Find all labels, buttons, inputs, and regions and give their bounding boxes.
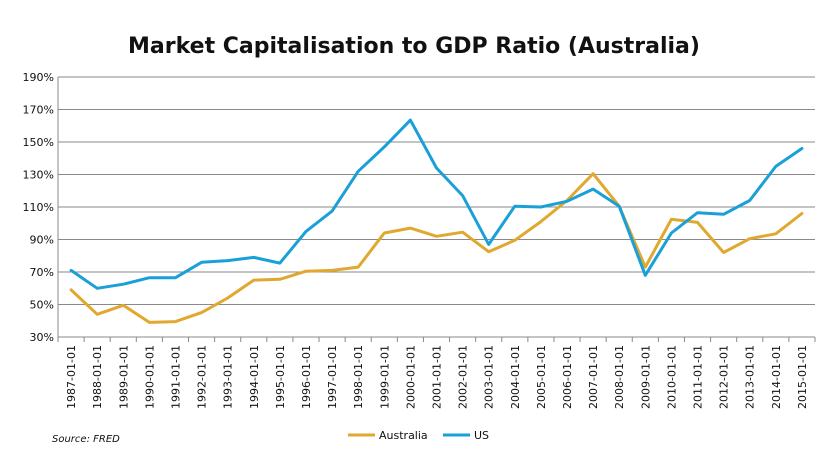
- x-tick-label: 1993-01-01: [222, 345, 235, 409]
- x-tick-label: 2014-01-01: [770, 345, 783, 409]
- x-tick-label: 1996-01-01: [300, 345, 313, 409]
- series-lines: [69, 118, 804, 324]
- x-tick-label: 1988-01-01: [91, 345, 104, 409]
- x-tick-label: 2012-01-01: [718, 345, 731, 409]
- x-tick-label: 2000-01-01: [404, 345, 417, 409]
- x-tick-label: 1991-01-01: [169, 345, 182, 409]
- legend-label-us: US: [474, 429, 489, 442]
- axes: [57, 77, 816, 342]
- x-tick-label: 2005-01-01: [535, 345, 548, 409]
- x-tick-label: 1989-01-01: [117, 345, 130, 409]
- x-tick-label: 2001-01-01: [431, 345, 444, 409]
- y-tick-label: 90%: [30, 234, 54, 247]
- x-tick-label: 2013-01-01: [744, 345, 757, 409]
- chart-title: Market Capitalisation to GDP Ratio (Aust…: [128, 34, 700, 59]
- x-tick-label: 2015-01-01: [796, 345, 809, 409]
- x-tick-label: 1990-01-01: [143, 345, 156, 409]
- y-tick-label: 150%: [23, 136, 54, 149]
- y-tick-label: 30%: [30, 331, 54, 344]
- y-tick-label: 50%: [30, 299, 54, 312]
- x-tick-label: 2002-01-01: [457, 345, 470, 409]
- y-tick-label: 190%: [23, 71, 54, 84]
- x-tick-label: 2008-01-01: [613, 345, 626, 409]
- x-tick-label: 2004-01-01: [509, 345, 522, 409]
- x-tick-label: 1994-01-01: [248, 345, 261, 409]
- legend-label-australia: Australia: [379, 429, 428, 442]
- y-tick-labels: 30% 50% 70% 90% 110% 130% 150% 170% 190%: [23, 71, 54, 344]
- x-tick-label: 1999-01-01: [378, 345, 391, 409]
- series-line-us: [69, 118, 804, 290]
- x-tick-labels: 1987-01-01 1988-01-01 1989-01-01 1990-01-01…: [65, 345, 809, 409]
- y-tick-label: 70%: [30, 266, 54, 279]
- x-tick-label: 2007-01-01: [587, 345, 600, 409]
- x-tick-label: 1995-01-01: [274, 345, 287, 409]
- x-tick-label: 1987-01-01: [65, 345, 78, 409]
- y-tick-label: 110%: [23, 201, 54, 214]
- x-tick-label: 2011-01-01: [692, 345, 705, 409]
- series-line-australia: [69, 172, 804, 324]
- x-tick-label: 1998-01-01: [352, 345, 365, 409]
- y-tick-label: 130%: [23, 169, 54, 182]
- x-tick-label: 2003-01-01: [483, 345, 496, 409]
- grid-lines: [58, 76, 815, 338]
- y-tick-label: 170%: [23, 104, 54, 117]
- legend: Australia US: [348, 429, 489, 442]
- x-tick-label: 2006-01-01: [561, 345, 574, 409]
- x-tick-label: 2010-01-01: [665, 345, 678, 409]
- source-note: Source: FRED: [52, 434, 120, 445]
- x-tick-label: 1997-01-01: [326, 345, 339, 409]
- x-tick-label: 2009-01-01: [639, 345, 652, 409]
- x-tick-label: 1992-01-01: [196, 345, 209, 409]
